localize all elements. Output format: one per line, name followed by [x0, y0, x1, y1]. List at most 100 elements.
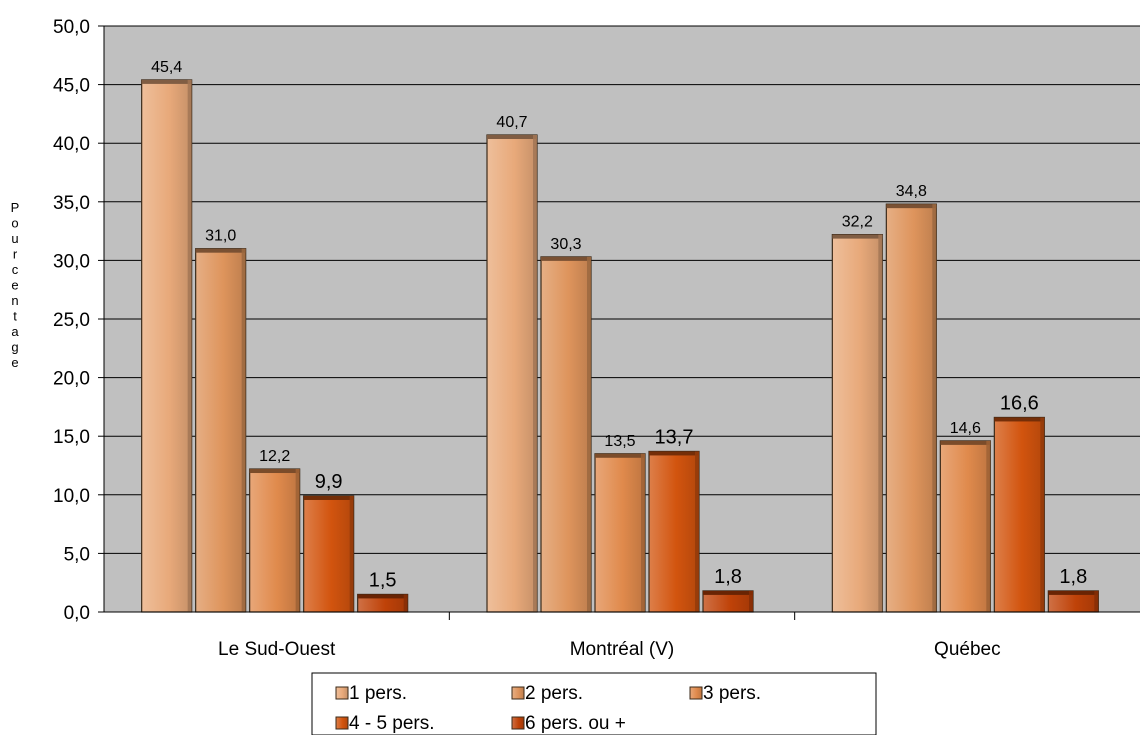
bar-side-bevel	[695, 451, 699, 612]
y-tick-labels: 0,0 5,0 10,0 15,0 20,0 25,0 30,0 35,0 40,0 45,0 50…	[53, 17, 90, 624]
bar-side-bevel	[587, 256, 591, 612]
bar-top-bevel	[649, 451, 699, 456]
value-label: 32,2	[842, 214, 873, 231]
bars	[141, 79, 1099, 613]
bar	[885, 203, 937, 613]
bar	[303, 495, 355, 613]
value-label: 45,4	[151, 59, 182, 76]
value-label: 12,2	[259, 448, 290, 465]
legend-swatch	[335, 686, 349, 700]
axes	[103, 26, 1140, 620]
y-tick-label: 25,0	[53, 310, 90, 331]
bar-side-bevel	[932, 204, 937, 613]
x-category-labels: Le Sud-Ouest Montréal (V) Québec	[218, 639, 1001, 660]
bar-top-bevel	[832, 234, 883, 239]
y-axis-label-char: r	[13, 247, 18, 262]
bar-top-bevel	[886, 204, 937, 209]
legend-swatch	[689, 686, 703, 700]
value-label: 40,7	[496, 114, 527, 131]
y-tick-label: 20,0	[53, 369, 90, 390]
y-axis-label-char: a	[11, 324, 19, 339]
bar-top-bevel	[541, 256, 591, 261]
value-label: 14,6	[950, 420, 981, 437]
y-tick-label: 50,0	[53, 17, 90, 38]
y-tick-label: 30,0	[53, 251, 90, 272]
bar-top-bevel	[303, 495, 354, 500]
bar-side-bevel	[1040, 417, 1045, 612]
legend-box	[311, 672, 877, 735]
y-axis-label-char: g	[11, 340, 18, 355]
bar-side-bevel	[403, 594, 408, 612]
bar-side-bevel	[187, 79, 192, 613]
bar	[195, 248, 247, 613]
bar-side-bevel	[986, 440, 991, 612]
y-axis-label-char: n	[11, 293, 18, 308]
y-tick-label: 0,0	[64, 603, 90, 624]
value-label: 1,8	[714, 566, 742, 588]
y-axis-label-char: c	[12, 262, 19, 277]
y-tick-label: 10,0	[53, 486, 90, 507]
bar-top-bevel	[249, 469, 300, 474]
value-label: 34,8	[896, 183, 927, 200]
bar-top-bevel	[357, 594, 408, 599]
bar-side-bevel	[295, 469, 300, 612]
bar	[540, 256, 592, 613]
bar-side-bevel	[641, 453, 645, 612]
bar-top-bevel	[994, 417, 1045, 422]
y-axis-label-char: e	[11, 278, 18, 293]
y-tick-label: 35,0	[53, 193, 90, 214]
bar-top-bevel	[1048, 590, 1099, 595]
bar-side-bevel	[749, 590, 753, 612]
legend-label: 4 - 5 pers.	[349, 713, 435, 734]
value-label: 9,9	[315, 471, 343, 493]
bar	[648, 450, 700, 613]
value-label: 13,5	[604, 433, 635, 450]
bar-side-bevel	[349, 495, 354, 612]
y-tick-label: 45,0	[53, 76, 90, 97]
bar-side-bevel	[241, 248, 246, 612]
bar-top-bevel	[195, 248, 246, 253]
value-labels: 45,4 31,0 12,2 9,9 1,5 40,7 30,3 13,5 13,7 1,8 32,…	[151, 59, 1087, 592]
legend-label: 3 pers.	[703, 683, 761, 704]
y-tick-label: 40,0	[53, 134, 90, 155]
value-label: 16,6	[1000, 392, 1039, 414]
value-label: 13,7	[655, 426, 694, 448]
legend: 1 pers. 2 pers. 3 pers. 4 - 5 pers. 6 pers. …	[311, 672, 877, 735]
bar	[141, 79, 193, 613]
bar	[939, 440, 991, 613]
bar-top-bevel	[940, 440, 991, 445]
x-category-label: Le Sud-Ouest	[218, 639, 336, 660]
value-label: 1,5	[369, 569, 397, 591]
bar	[993, 416, 1045, 613]
y-tick-label: 15,0	[53, 427, 90, 448]
bar-top-bevel	[487, 134, 537, 139]
y-axis-label-char: t	[13, 309, 17, 324]
y-tick-label: 5,0	[64, 544, 90, 565]
bar	[486, 134, 538, 613]
y-axis-label-char: e	[11, 355, 18, 370]
legend-label: 1 pers.	[349, 683, 407, 704]
bar-top-bevel	[141, 79, 192, 84]
x-category-label: Québec	[934, 639, 1001, 660]
legend-label: 6 pers. ou +	[525, 713, 626, 734]
value-label: 1,8	[1059, 566, 1087, 588]
bar-side-bevel	[1094, 590, 1099, 612]
bar-top-bevel	[595, 453, 645, 458]
value-label: 31,0	[205, 228, 236, 245]
bar-side-bevel	[878, 234, 883, 612]
y-axis-label-char: o	[11, 216, 18, 231]
y-axis-label-char: u	[11, 231, 18, 246]
bar	[831, 234, 883, 613]
legend-swatch	[335, 716, 349, 730]
legend-label: 2 pers.	[525, 683, 583, 704]
bar-side-bevel	[533, 134, 537, 612]
bar-top-bevel	[703, 590, 753, 595]
legend-swatch	[511, 686, 525, 700]
legend-swatch	[511, 716, 525, 730]
bar	[249, 468, 301, 613]
value-label: 30,3	[550, 236, 581, 253]
x-category-label: Montréal (V)	[570, 639, 675, 660]
y-axis-label-char: P	[11, 200, 20, 215]
